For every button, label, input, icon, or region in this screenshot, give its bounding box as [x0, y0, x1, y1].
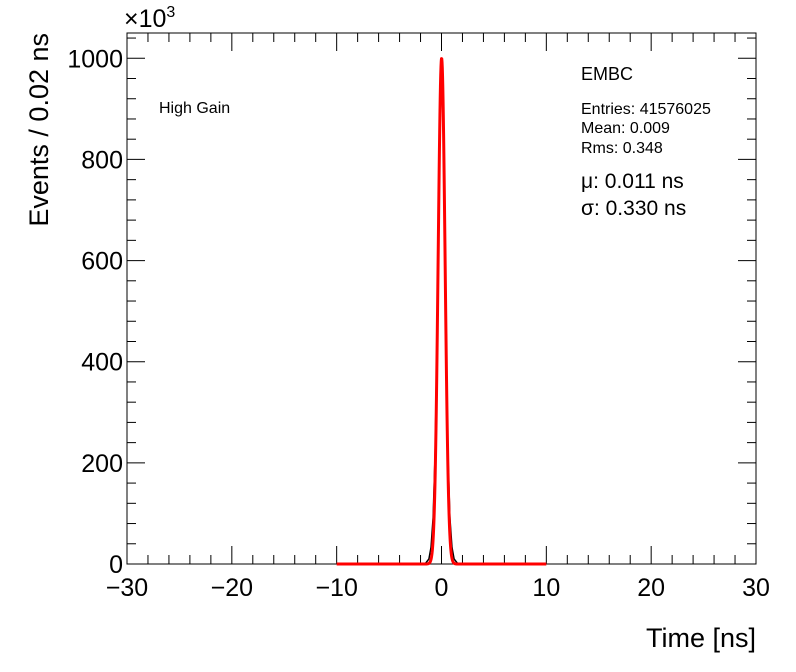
y-tick-label: 200: [81, 450, 123, 478]
gaussian-fit-series: [335, 57, 548, 566]
mean-stat: Mean: 0.009: [581, 120, 670, 137]
region-label: EMBC: [581, 64, 633, 84]
y-axis-title: Events / 0.02 ns: [24, 33, 54, 227]
x-tick-label: 20: [637, 574, 665, 602]
y-tick-label: 600: [81, 248, 123, 276]
y-tick-label: 1000: [67, 45, 123, 73]
x-tick-label: 10: [532, 574, 560, 602]
y-tick-label: 400: [81, 349, 123, 377]
y-scale-factor: ×103: [124, 4, 175, 33]
x-tick-label: −30: [106, 574, 148, 602]
y-scale-factor-exponent: 3: [166, 4, 175, 21]
x-tick-label: −20: [211, 574, 253, 602]
y-scale-factor-base: ×10: [124, 5, 166, 33]
y-tick-label: 800: [81, 146, 123, 174]
x-axis-title: Time [ns]: [646, 623, 756, 653]
gain-label: High Gain: [159, 100, 230, 117]
x-tick-label: −10: [315, 574, 357, 602]
plot-area: [335, 57, 548, 566]
histogram-series: [425, 58, 458, 564]
y-tick-label: 0: [109, 551, 123, 579]
axes: −30 −20 −10 0 10 20 30 0 200 400 600 800 1000: [67, 32, 770, 602]
mu-fit-result: μ: 0.011 ns: [581, 170, 684, 193]
sigma-fit-result: σ: 0.330 ns: [581, 197, 686, 220]
entries-stat: Entries: 41576025: [581, 101, 711, 118]
x-tick-label: 30: [742, 574, 770, 602]
rms-stat: Rms: 0.348: [581, 140, 663, 157]
x-tick-label: 0: [435, 574, 449, 602]
